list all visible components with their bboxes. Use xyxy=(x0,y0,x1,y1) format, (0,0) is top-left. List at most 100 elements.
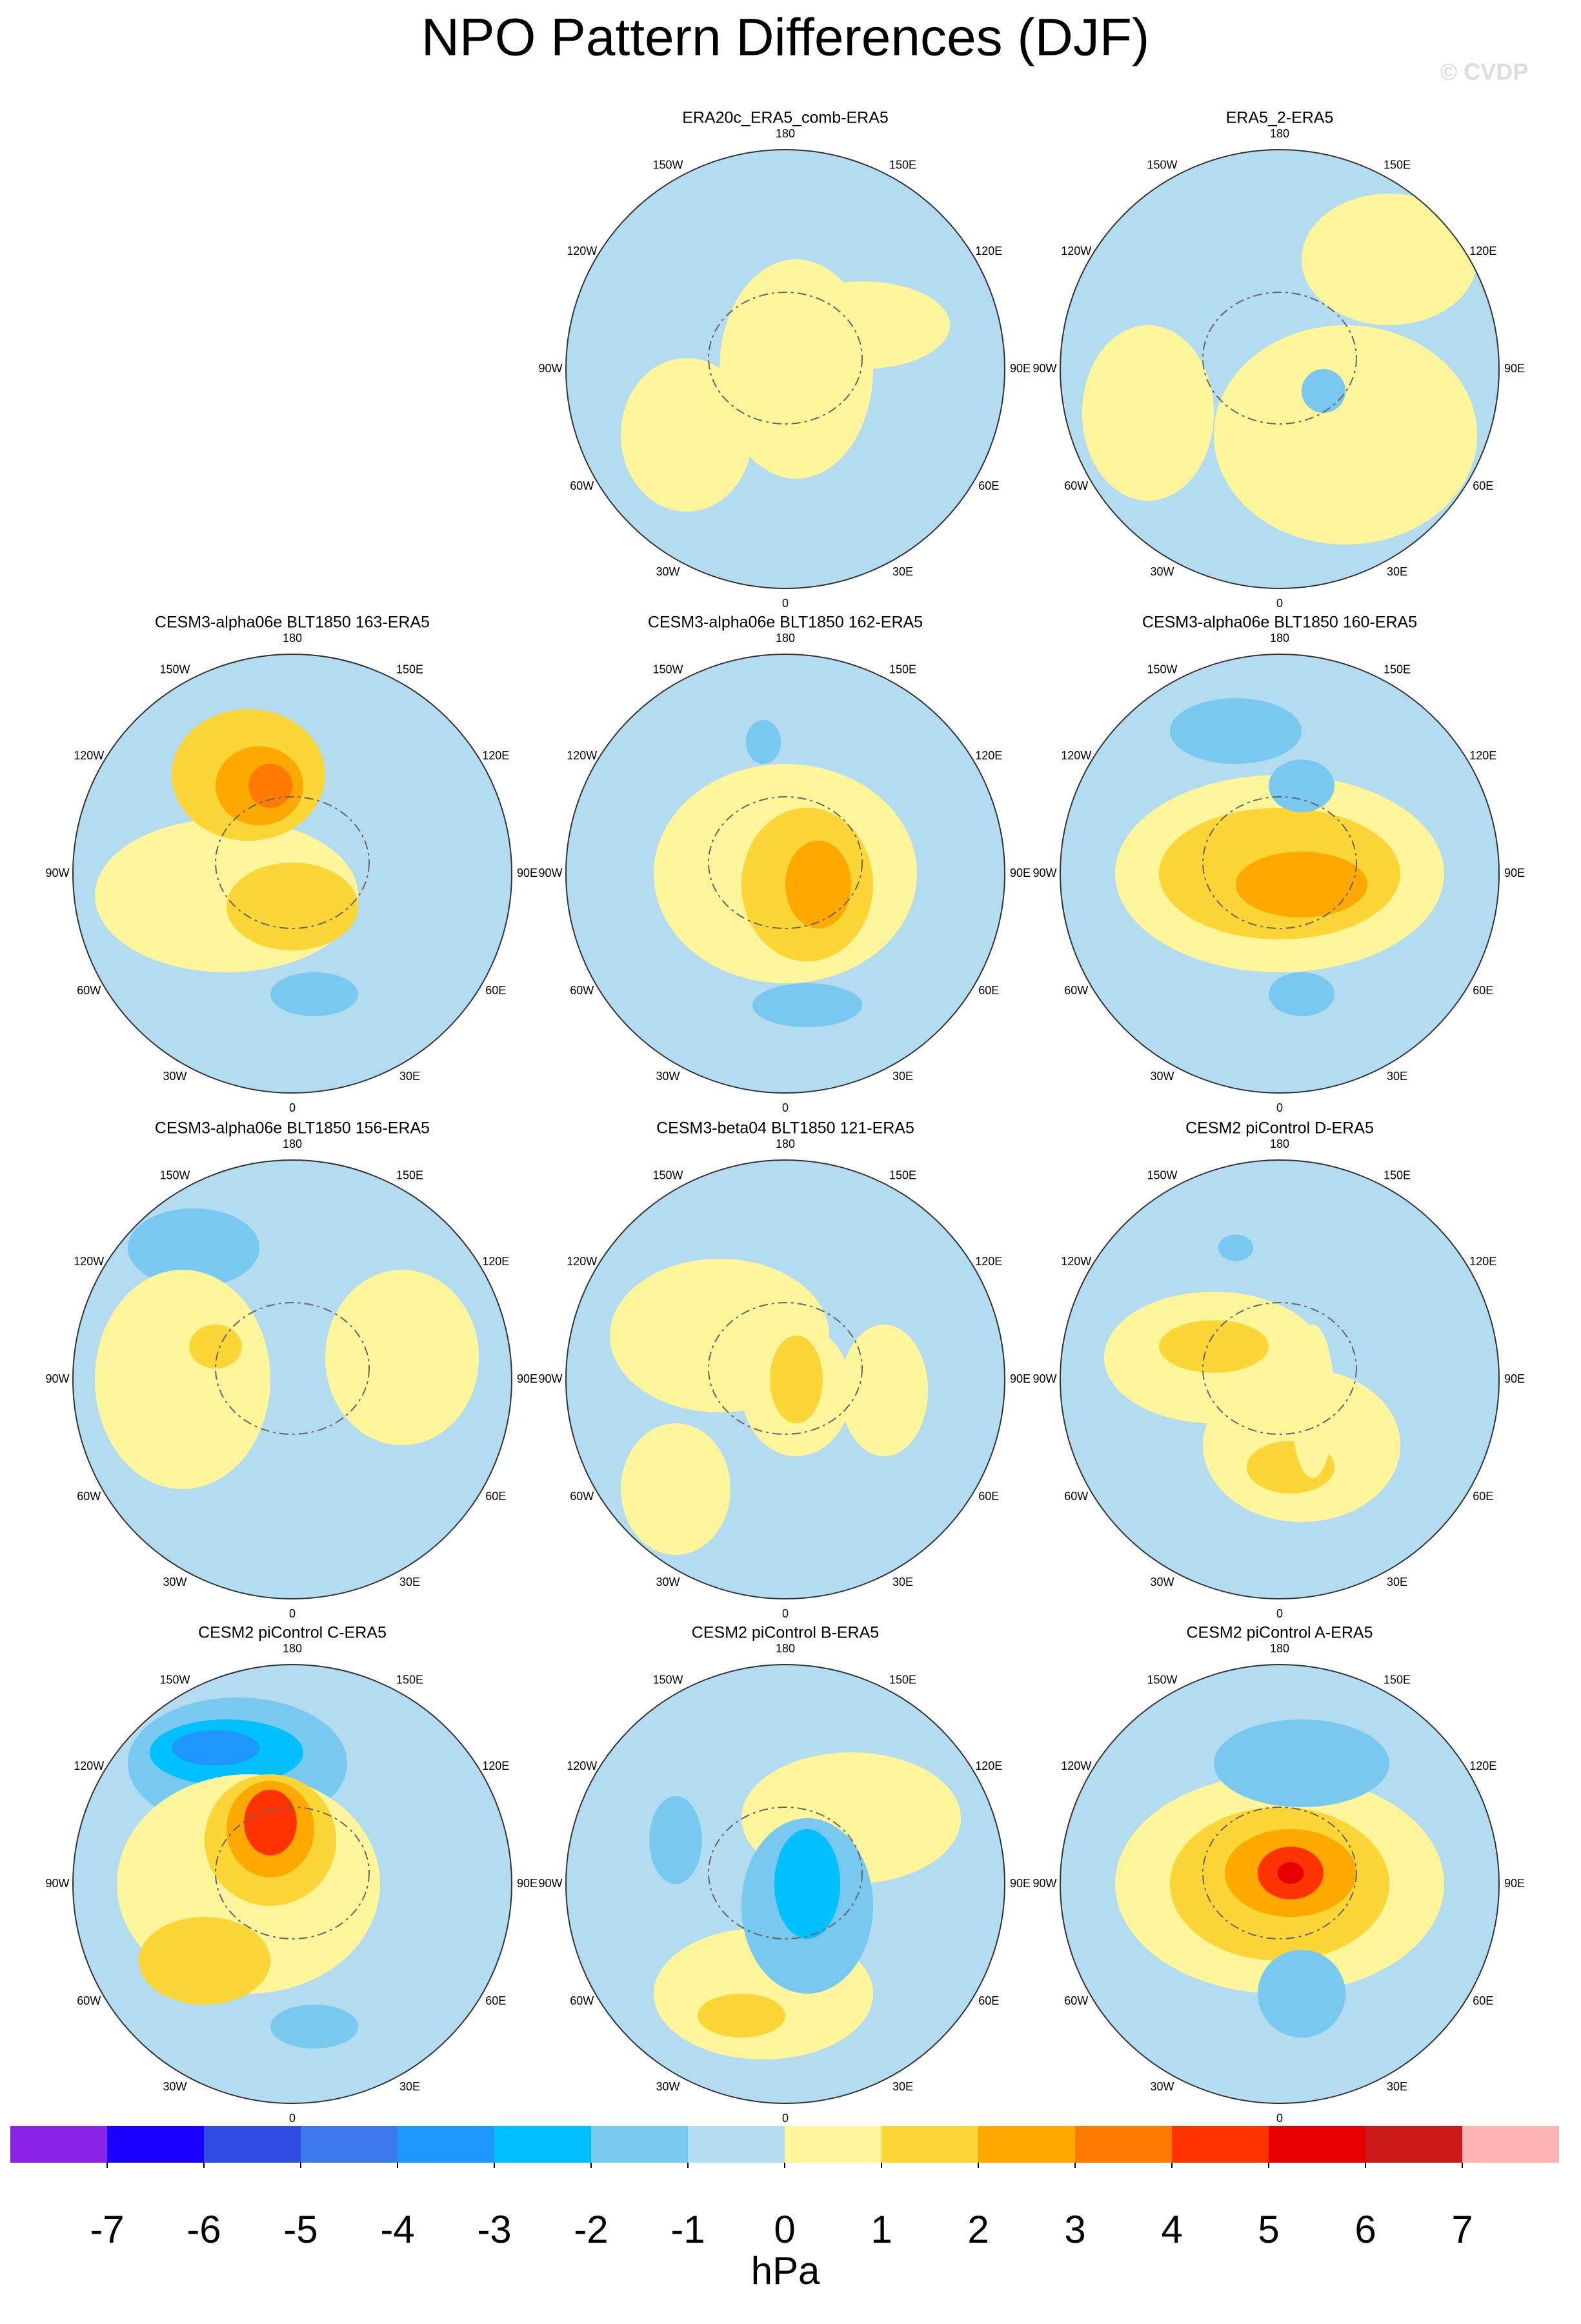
map-outline xyxy=(1060,1664,1500,2104)
map-outline xyxy=(1060,654,1500,1094)
panel-title: ERA20c_ERA5_comb-ERA5 xyxy=(682,109,889,127)
longitude-label: 90E xyxy=(1010,1877,1031,1890)
coastline xyxy=(215,1302,370,1435)
panel-title: CESM2 piControl A-ERA5 xyxy=(1186,1624,1373,1642)
longitude-label: 30W xyxy=(163,1576,186,1588)
contour-region xyxy=(227,863,358,950)
longitude-label: 0 xyxy=(782,597,789,610)
contour-region xyxy=(745,720,781,764)
panel-title: CESM3-beta04 BLT1850 121-ERA5 xyxy=(656,1119,914,1137)
longitude-label: 120W xyxy=(567,1759,597,1772)
longitude-label: 30W xyxy=(656,1576,680,1588)
longitude-label: 120E xyxy=(482,1759,509,1772)
longitude-label: 90W xyxy=(1032,1372,1056,1385)
contour-region xyxy=(1269,972,1334,1016)
longitude-label: 60W xyxy=(77,1490,101,1503)
map-field xyxy=(1060,1665,1499,2103)
longitude-label: 150E xyxy=(1384,1169,1411,1182)
longitude-label: 90W xyxy=(1032,866,1056,879)
contour-region xyxy=(1159,1320,1269,1373)
longitude-label: 150E xyxy=(396,1674,423,1687)
longitude-label: 90E xyxy=(517,1877,538,1890)
longitude-label: 60E xyxy=(1473,1490,1493,1503)
longitude-label: 180 xyxy=(776,632,795,645)
panel-title: CESM3-alpha06e BLT1850 156-ERA5 xyxy=(155,1119,430,1137)
longitude-label: 120W xyxy=(567,245,597,257)
longitude-label: 30E xyxy=(892,2080,913,2093)
longitude-label: 0 xyxy=(782,1101,789,1114)
contour-region xyxy=(1082,325,1214,501)
contour-region xyxy=(649,1796,702,1884)
longitude-label: 150E xyxy=(1384,663,1411,676)
contour-region xyxy=(1214,325,1477,545)
longitude-label: 90W xyxy=(1032,1877,1056,1890)
longitude-label: 30E xyxy=(892,565,913,578)
longitude-label: 60E xyxy=(1473,984,1493,997)
coastline xyxy=(215,1807,370,1939)
longitude-label: 90W xyxy=(45,1877,69,1890)
longitude-label: 90W xyxy=(45,866,69,879)
colorbar-box xyxy=(1172,2126,1269,2163)
colorbar-box xyxy=(881,2126,978,2163)
map-field xyxy=(566,1160,1005,1599)
colorbar-tick-label: -2 xyxy=(574,2208,608,2251)
coastline xyxy=(1202,796,1357,929)
contour-region xyxy=(1277,1862,1304,1884)
map-outline xyxy=(72,654,512,1094)
longitude-label: 150W xyxy=(159,1169,190,1182)
colorbar-box xyxy=(1462,2126,1559,2163)
longitude-label: 150W xyxy=(1147,159,1177,172)
coastline xyxy=(708,796,863,929)
map-outline xyxy=(565,149,1005,589)
contour-region xyxy=(621,1423,730,1555)
colorbar-box xyxy=(1075,2126,1172,2163)
contour-region xyxy=(95,1270,270,1489)
longitude-label: 90E xyxy=(1010,866,1031,879)
contour-region xyxy=(1269,759,1334,812)
longitude-label: 60E xyxy=(485,1994,506,2007)
contour-region xyxy=(1302,194,1477,325)
map-outline xyxy=(565,1664,1005,2104)
longitude-label: 90E xyxy=(1504,362,1525,375)
contour-region xyxy=(698,1994,785,2038)
colorbar-tick-label: -4 xyxy=(380,2208,414,2251)
longitude-label: 150W xyxy=(652,159,683,172)
longitude-label: 90W xyxy=(45,1372,69,1385)
longitude-label: 150E xyxy=(396,1169,423,1182)
longitude-label: 90W xyxy=(538,362,562,375)
longitude-label: 60E xyxy=(485,984,506,997)
longitude-label: 120E xyxy=(1469,749,1496,762)
map-field xyxy=(566,654,1005,1093)
longitude-label: 30W xyxy=(163,2080,186,2093)
longitude-label: 60E xyxy=(978,479,999,492)
colorbar-tick-label: 6 xyxy=(1354,2208,1376,2251)
colorbar-box xyxy=(107,2126,204,2163)
longitude-label: 90E xyxy=(517,1372,538,1385)
longitude-label: 150E xyxy=(889,1674,916,1687)
contour-region xyxy=(1218,1234,1254,1261)
longitude-label: 0 xyxy=(1276,2112,1283,2125)
longitude-label: 0 xyxy=(289,1607,296,1620)
contour-region xyxy=(621,358,752,512)
colorbar-box xyxy=(10,2126,107,2163)
longitude-label: 90W xyxy=(538,1372,562,1385)
longitude-label: 30E xyxy=(1387,1576,1407,1588)
contour-region xyxy=(1170,698,1302,764)
longitude-label: 60W xyxy=(1064,1490,1088,1503)
longitude-label: 0 xyxy=(289,2112,296,2125)
figure-title: NPO Pattern Differences (DJF) xyxy=(421,8,1150,67)
longitude-label: 30W xyxy=(656,565,680,578)
longitude-label: 90W xyxy=(1032,362,1056,375)
longitude-label: 120W xyxy=(567,749,597,762)
colorbar-box xyxy=(1365,2126,1462,2163)
contour-region xyxy=(128,1208,259,1288)
longitude-label: 90E xyxy=(1010,1372,1031,1385)
longitude-label: 30W xyxy=(656,1070,680,1083)
contour-region xyxy=(774,1829,840,1939)
colorbar-tick-label: -7 xyxy=(90,2208,124,2251)
panel-title: CESM2 piControl D-ERA5 xyxy=(1185,1119,1374,1137)
